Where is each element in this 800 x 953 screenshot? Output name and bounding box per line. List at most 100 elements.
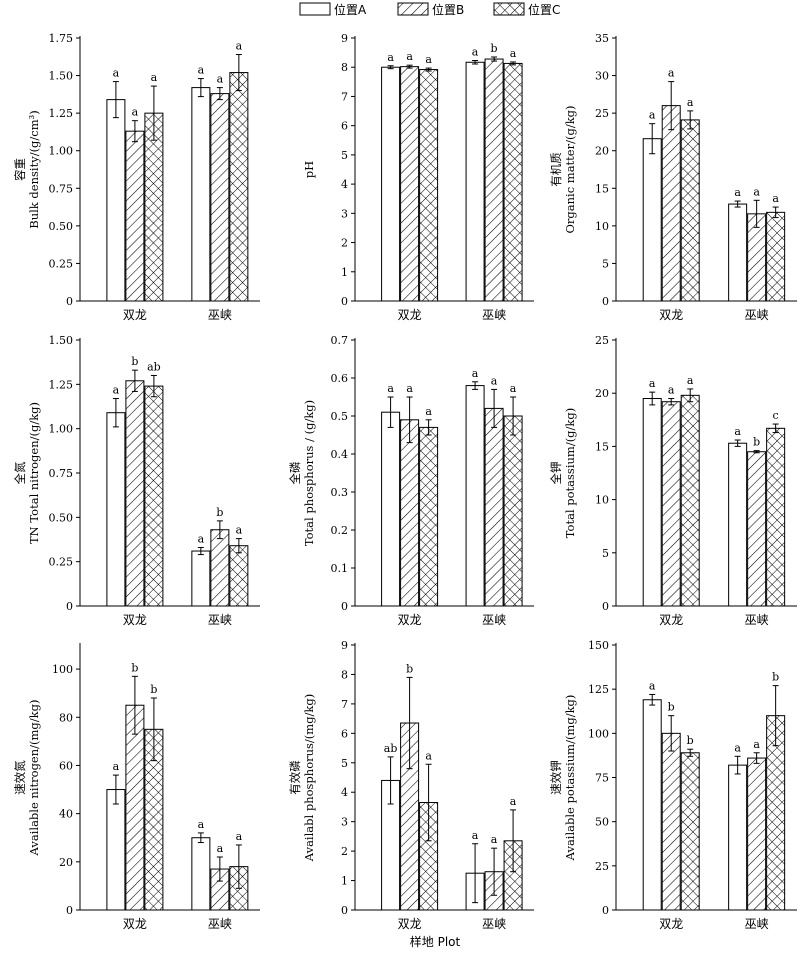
y-tick-label: 10 [595, 494, 609, 507]
x-category-label: 双龙 [398, 308, 422, 322]
y-tick-label: 0.3 [331, 486, 349, 499]
y-axis-label-cn: 全磷 [288, 461, 302, 484]
significance-label: a [236, 830, 243, 843]
y-tick-label: 15 [595, 440, 609, 453]
bar-a [642, 138, 662, 302]
bar-a [191, 550, 211, 607]
significance-label: b [687, 734, 694, 747]
y-tick-label: 1 [341, 875, 348, 888]
y-tick-label: 2 [341, 237, 348, 250]
y-tick-label: 0.2 [331, 524, 349, 537]
significance-label: b [131, 661, 138, 674]
significance-label: a [198, 532, 205, 545]
y-tick-label: 0.50 [49, 511, 74, 524]
significance-label: a [491, 833, 498, 846]
y-tick-label: 5 [602, 257, 609, 270]
significance-label: a [217, 842, 224, 855]
significance-label: a [734, 425, 741, 438]
y-axis-label-cn: 全钾 [549, 462, 563, 485]
y-tick-label: 5 [602, 547, 609, 560]
y-tick-label: 0.7 [331, 334, 349, 347]
significance-label: a [472, 46, 479, 59]
y-tick-label: 2 [341, 845, 348, 858]
significance-label: a [472, 367, 479, 380]
significance-label: b [772, 671, 779, 684]
significance-label: b [406, 662, 413, 675]
significance-label: b [216, 506, 223, 519]
x-category-label: 双龙 [123, 917, 147, 931]
shared-x-axis-label: 样地 Plot [410, 934, 461, 949]
y-tick-label: 0.5 [331, 410, 349, 423]
y-axis-label-en: Organic matter/(g/kg) [563, 105, 577, 233]
y-tick-label: 0 [602, 600, 609, 613]
x-category-label: 巫峡 [208, 613, 232, 627]
y-tick-label: 8 [341, 668, 348, 681]
y-tick-label: 6 [341, 120, 348, 133]
significance-label: a [387, 382, 394, 395]
bar-a [465, 61, 485, 302]
y-axis-label-en: Total potassium/(g/kg) [563, 408, 577, 538]
legend-swatch-b [397, 2, 429, 16]
chart-panel-1: 0 0.25 0.50 0.75 1.00 1.25 1.50 1.75 容重 Bulk dens… [13, 32, 260, 322]
y-tick-label: 15 [595, 182, 609, 195]
bar-c [680, 394, 700, 607]
y-tick-label: 4 [341, 786, 348, 799]
y-tick-label: 0.75 [49, 467, 74, 480]
significance-label: a [649, 109, 656, 122]
bar-a [191, 87, 211, 302]
significance-label: a [132, 106, 139, 119]
y-tick-label: 0.50 [49, 220, 74, 233]
y-tick-label: 5 [341, 149, 348, 162]
y-tick-label: 125 [588, 683, 609, 696]
x-category-label: 巫峡 [482, 917, 506, 931]
y-tick-label: 60 [59, 759, 73, 772]
y-tick-label: 0.25 [49, 257, 74, 270]
y-tick-label: 3 [341, 207, 348, 220]
chart-panel-3: 0 5 10 15 20 25 30 35 有机质 Organic matter/(g/kg) 双龙… [549, 32, 797, 322]
bar-c [419, 426, 439, 607]
legend-label-b: 位置B [432, 2, 464, 17]
bar-b [210, 93, 230, 302]
chart-panel-5: 0 0.1 0.2 0.3 0.4 0.5 0.6 0.7 全磷 Total phosphorus… [288, 334, 534, 627]
x-category-label: 双龙 [398, 917, 422, 931]
significance-label: b [753, 436, 760, 449]
y-axis-label-en: TN Total nitrogen/(g/kg) [27, 402, 41, 544]
significance-label: a [406, 50, 413, 63]
y-tick-label: 0 [66, 295, 73, 308]
y-axis-label-en: Available nitrogen/(mg/kg) [27, 700, 41, 857]
y-tick-label: 1.00 [49, 423, 74, 436]
y-tick-label: 35 [595, 32, 609, 45]
bar-c [503, 62, 523, 302]
significance-label: a [734, 741, 741, 754]
significance-label: a [113, 384, 120, 397]
bar-a [642, 699, 662, 911]
significance-label: a [198, 64, 205, 77]
y-tick-label: 4 [341, 178, 348, 191]
bar-a [191, 837, 211, 911]
significance-label: b [150, 683, 157, 696]
legend-swatch-c [493, 2, 525, 16]
x-category-label: 双龙 [398, 613, 422, 627]
bar-b [125, 380, 145, 607]
significance-label: a [113, 67, 120, 80]
significance-label: a [151, 71, 158, 84]
bar-a [106, 99, 126, 302]
x-category-label: 双龙 [123, 308, 147, 322]
bar-c [144, 385, 164, 607]
y-tick-label: 20 [595, 145, 609, 158]
y-tick-label: 1.25 [49, 378, 74, 391]
significance-label: a [472, 829, 479, 842]
bar-c [503, 415, 523, 607]
y-tick-label: 0 [341, 904, 348, 917]
x-category-label: 巫峡 [482, 613, 506, 627]
y-tick-label: 0.25 [49, 556, 74, 569]
bar-c [229, 545, 249, 607]
x-category-label: 巫峡 [745, 613, 769, 627]
bar-a [728, 764, 748, 911]
y-axis-label-cn: 容重 [13, 158, 27, 181]
y-axis-label-en: Available potassium/(mg/kg) [563, 695, 577, 862]
bar-c [419, 69, 439, 302]
